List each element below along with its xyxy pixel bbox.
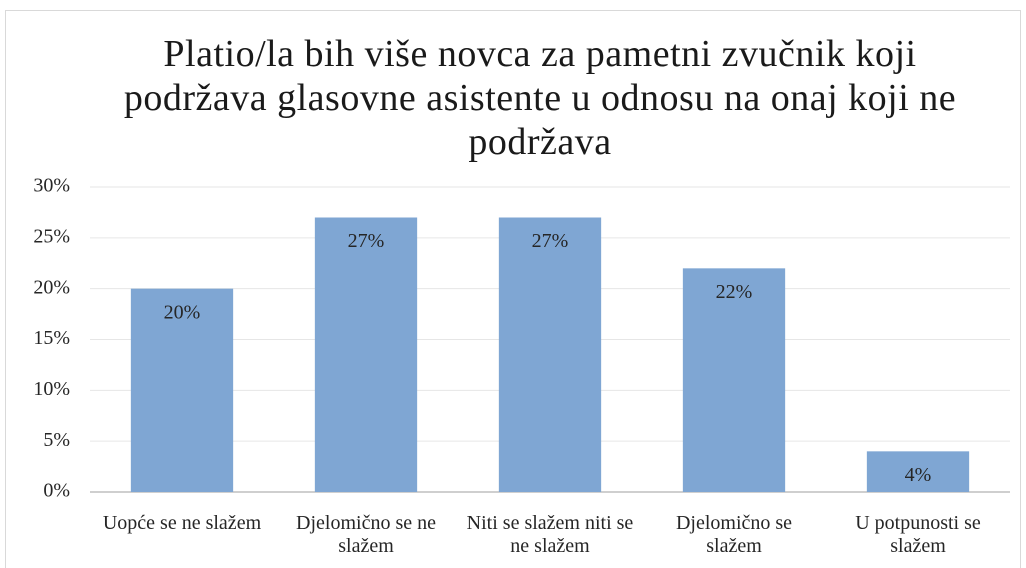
bar	[130, 288, 234, 492]
x-tick-label: Djelomično se ne slažem	[296, 512, 436, 557]
y-tick-label: 5%	[43, 429, 70, 451]
x-tick-label: Djelomično se slažem	[675, 512, 793, 557]
data-label: 20%	[164, 301, 201, 323]
bar	[498, 217, 602, 492]
y-tick-label: 20%	[33, 276, 70, 298]
data-label: 27%	[532, 230, 569, 252]
x-tick-label: U potpunosti se slažem	[855, 512, 981, 557]
y-tick-label: 15%	[33, 327, 70, 349]
chart-title: Platio/la bih više novca za pametni zvuč…	[123, 33, 957, 163]
data-label: 27%	[348, 230, 385, 252]
bar	[866, 451, 970, 492]
chart-border	[5, 10, 1021, 568]
x-tick-label: Niti se slažem niti se ne slažem	[466, 512, 634, 557]
x-tick-label: Uopće se ne slažem	[102, 512, 262, 534]
data-label: 4%	[905, 464, 932, 486]
bar	[682, 268, 786, 492]
data-label: 22%	[716, 281, 753, 303]
y-tick-label: 25%	[33, 225, 70, 247]
y-tick-label: 30%	[33, 175, 70, 197]
y-tick-label: 10%	[33, 378, 70, 400]
y-tick-label: 0%	[43, 480, 70, 502]
bar	[314, 217, 418, 492]
